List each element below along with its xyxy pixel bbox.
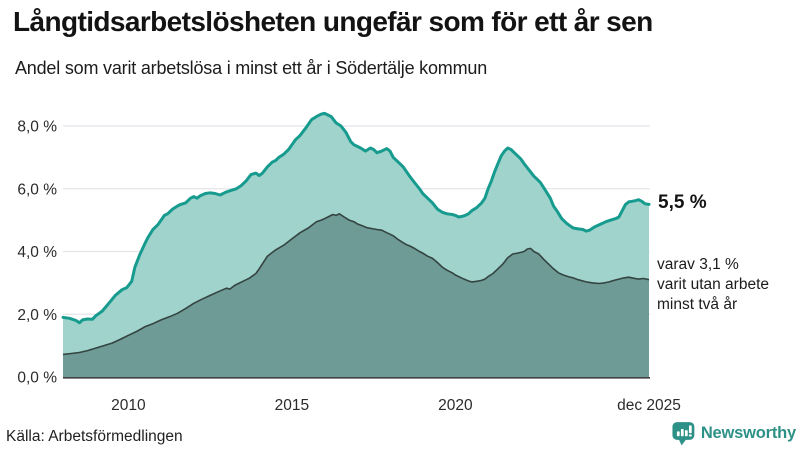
y-tick-label: 6,0 %: [17, 181, 57, 198]
secondary-area: [63, 213, 649, 377]
y-tick-label: 2,0 %: [17, 307, 57, 324]
y-tick-label: 0,0 %: [17, 370, 57, 387]
x-tick-label: 2020: [438, 397, 473, 414]
secondary-line: [62, 213, 650, 356]
x-tick-label: dec 2025: [617, 397, 681, 414]
y-tick-label: 8,0 %: [17, 119, 57, 136]
newsworthy-logo-icon: [672, 421, 695, 445]
source-attribution: Källa: Arbetsförmedlingen: [6, 428, 183, 445]
y-tick-label: 4,0 %: [17, 244, 57, 261]
brand-lockup: Newsworthy: [672, 419, 796, 447]
secondary-series-annotation: varav 3,1 % varit utan arbete minst två …: [657, 256, 770, 313]
page-title: Långtidsarbetslösheten ungefär som för e…: [13, 6, 653, 37]
brand-name: Newsworthy: [700, 423, 796, 442]
x-tick-label: 2015: [275, 397, 309, 414]
x-tick-label: 2010: [111, 397, 146, 414]
primary-series-value-label: 5,5 %: [658, 192, 707, 213]
chart-subtitle: Andel som varit arbetslösa i minst ett å…: [15, 58, 487, 78]
primary-line: [61, 111, 651, 325]
